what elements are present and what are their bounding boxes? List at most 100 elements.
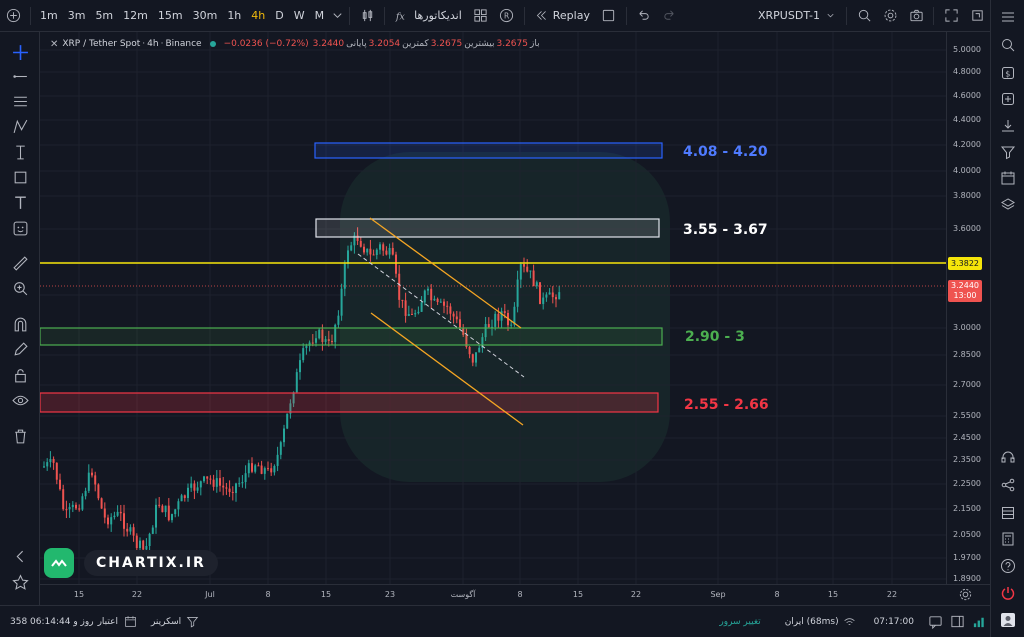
share-icon[interactable] [997, 474, 1019, 496]
axis-settings-icon[interactable] [955, 584, 975, 605]
candle-body [427, 288, 429, 291]
candle-body [350, 245, 353, 251]
price-tick: 5.0000 [953, 45, 981, 54]
candle-body [228, 488, 231, 492]
horizontal-lines-icon[interactable] [8, 89, 32, 113]
candle-body [62, 489, 65, 510]
watermark: CHARTIX.IR [44, 545, 218, 581]
candle-body [516, 279, 519, 307]
chart-pane[interactable] [40, 32, 950, 584]
timeframe-3m[interactable]: 3m [67, 9, 86, 22]
screener-button[interactable]: اسکرینر [151, 615, 199, 628]
timeframe-5m[interactable]: 5m [95, 9, 114, 22]
text-cursor-icon[interactable] [8, 140, 32, 164]
candle-body [126, 528, 129, 532]
close-x-icon[interactable]: ✕ [50, 38, 59, 50]
replay-button[interactable]: Replay [529, 0, 596, 32]
candle-body [164, 505, 167, 513]
chat-icon[interactable] [924, 606, 946, 637]
change-server-button[interactable]: تغییر سرور [719, 616, 761, 627]
avatar[interactable] [997, 609, 1019, 631]
candle-body [289, 403, 292, 414]
candle-body [43, 466, 45, 468]
candle-body [267, 468, 269, 470]
timeframe-12m[interactable]: 12m [123, 9, 148, 22]
timeframe-D[interactable]: D [275, 9, 284, 22]
fullscreen-icon[interactable] [938, 0, 964, 32]
zoom-in-icon[interactable] [8, 276, 32, 300]
chevron-down-icon[interactable] [329, 0, 345, 32]
emoji-icon[interactable] [8, 216, 32, 240]
last-price-badge: 3.2440 13:00 [948, 280, 982, 302]
fullscreen-square-icon[interactable] [596, 0, 622, 32]
legend-title[interactable]: XRP / Tether Spot [62, 39, 141, 49]
symbol-selector[interactable]: XRPUSDT-1 [752, 0, 842, 32]
search-icon[interactable] [997, 34, 1019, 56]
candle-body [513, 306, 516, 325]
pattern-icon[interactable] [8, 114, 32, 138]
redo-icon[interactable] [657, 0, 683, 32]
candle-body [404, 300, 407, 316]
legend-close-value: 3.2440 [312, 39, 345, 49]
divider [30, 6, 31, 25]
rectangle-icon[interactable] [8, 165, 32, 189]
time-axis[interactable]: 15 22 Jul 8 15 23 آگوست 8 15 22 Sep 8 15 22 [40, 584, 990, 605]
camera-icon[interactable] [903, 0, 929, 32]
timeframe-group: 1m 3m 5m 12m 15m 30m 1h 4h D W M [35, 0, 329, 32]
star-icon[interactable] [8, 570, 32, 594]
chevron-left-icon[interactable] [8, 544, 32, 568]
eye-icon[interactable] [8, 388, 32, 412]
dollar-icon[interactable]: $ [997, 62, 1019, 84]
candle-body [462, 327, 465, 335]
undo-icon[interactable] [631, 0, 657, 32]
legend-high-label: بیشترین [464, 39, 495, 49]
funnel-icon[interactable] [997, 141, 1019, 163]
download-icon[interactable] [997, 115, 1019, 137]
settings-icon[interactable] [877, 0, 903, 32]
screener-label: اسکرینر [150, 616, 182, 627]
candle-body [478, 347, 481, 353]
trend-line-icon[interactable] [8, 64, 32, 88]
lock-icon[interactable] [8, 363, 32, 387]
layers-icon[interactable] [997, 194, 1019, 216]
calendar-icon[interactable] [997, 167, 1019, 189]
timeframe-30m[interactable]: 30m [192, 9, 218, 22]
timeframe-1m[interactable]: 1m [40, 9, 58, 22]
calculator-icon[interactable] [997, 528, 1019, 550]
power-icon[interactable] [997, 582, 1019, 604]
candle-body [494, 313, 497, 327]
ruler-icon[interactable] [8, 251, 32, 275]
candle-body [283, 428, 285, 443]
candle-body [212, 479, 215, 487]
add-icon[interactable] [0, 0, 26, 32]
menu-icon[interactable] [997, 6, 1019, 28]
panel-icon[interactable] [997, 502, 1019, 524]
timeframe-M[interactable]: M [314, 9, 325, 22]
timeframe-W[interactable]: W [293, 9, 305, 22]
divider [349, 6, 351, 25]
add-alert-icon[interactable] [997, 88, 1019, 110]
text-icon[interactable] [8, 190, 32, 214]
indicators-button[interactable]: fx اندیکاتورها [389, 0, 468, 32]
pencil-lock-icon[interactable] [8, 337, 32, 361]
crosshair-icon[interactable] [8, 40, 32, 64]
candle-body [359, 240, 362, 247]
headset-icon[interactable] [997, 446, 1019, 468]
help-icon[interactable] [997, 555, 1019, 577]
minimize-icon[interactable] [964, 0, 990, 32]
candle-body [395, 254, 397, 274]
layouts-icon[interactable] [468, 0, 494, 32]
timeframe-1h[interactable]: 1h [227, 9, 242, 22]
price-tick: 2.5500 [953, 411, 981, 420]
sidebar-toggle-icon[interactable] [946, 606, 968, 637]
search-icon[interactable] [851, 0, 877, 32]
divider [933, 6, 934, 25]
timeframe-4h[interactable]: 4h [251, 9, 266, 22]
trash-icon[interactable] [8, 424, 32, 448]
candles-icon[interactable] [354, 0, 380, 32]
price-axis[interactable]: 5.0000 4.8000 4.6000 4.4000 4.2000 4.0000 3.80… [946, 32, 990, 584]
timeframe-15m[interactable]: 15m [157, 9, 183, 22]
magnet-icon[interactable] [8, 312, 32, 336]
alert-icon[interactable]: R [494, 0, 520, 32]
server-label: ایران (68ms) [784, 616, 839, 627]
